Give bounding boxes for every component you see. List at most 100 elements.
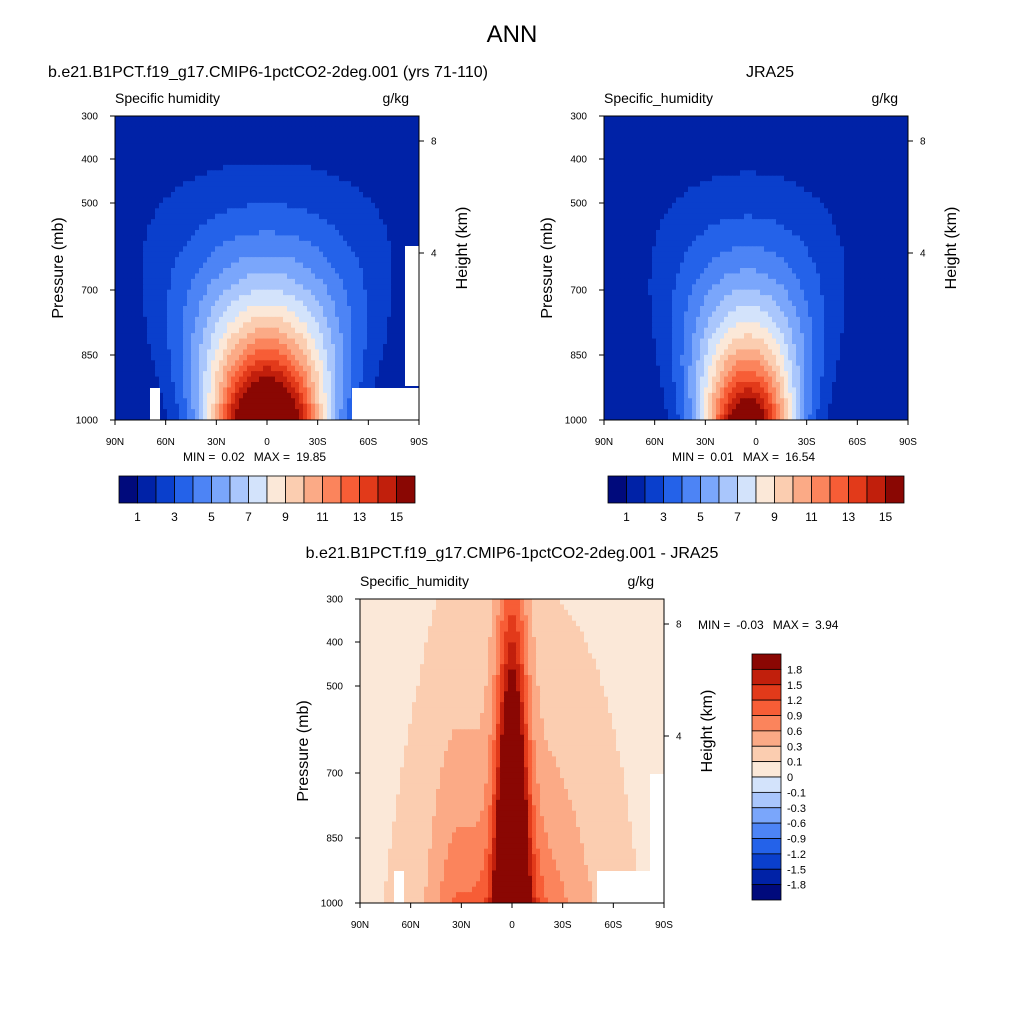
contour-cell bbox=[187, 208, 192, 215]
contour-cell bbox=[139, 344, 144, 351]
contour-cell bbox=[327, 235, 332, 242]
contour-cell bbox=[279, 295, 284, 302]
contour-cell bbox=[279, 338, 284, 345]
contour-cell bbox=[283, 322, 288, 329]
contour-cell bbox=[668, 126, 673, 133]
contour-cell bbox=[155, 148, 160, 155]
contour-cell bbox=[227, 164, 232, 171]
contour-cell bbox=[411, 132, 416, 139]
contour-cell bbox=[387, 333, 392, 340]
contour-cell bbox=[219, 262, 224, 269]
contour-cell bbox=[383, 208, 388, 215]
contour-cell bbox=[215, 295, 220, 302]
contour-cell bbox=[267, 137, 272, 144]
contour-cell bbox=[672, 143, 677, 150]
contour-cell bbox=[315, 278, 320, 285]
contour-cell bbox=[147, 240, 152, 247]
contour-cell bbox=[167, 137, 172, 144]
contour-cell bbox=[339, 213, 344, 220]
contour-cell bbox=[263, 322, 268, 329]
contour-cell bbox=[263, 300, 268, 307]
contour-cell bbox=[319, 273, 324, 280]
contour-cell bbox=[255, 257, 260, 264]
contour-cell bbox=[243, 316, 248, 323]
contour-cell bbox=[391, 202, 396, 209]
contour-cell bbox=[351, 246, 356, 253]
contour-cell bbox=[187, 403, 192, 410]
contour-cell bbox=[199, 414, 204, 420]
contour-cell bbox=[307, 251, 312, 258]
colorbar-swatch bbox=[303, 475, 323, 504]
contour-cell bbox=[347, 262, 352, 269]
contour-cell bbox=[612, 143, 617, 150]
contour-cell bbox=[876, 121, 881, 128]
contour-cell bbox=[387, 311, 392, 318]
contour-cell bbox=[323, 371, 328, 378]
contour-cell bbox=[255, 126, 260, 133]
contour-cell bbox=[612, 126, 617, 133]
contour-cell bbox=[147, 322, 152, 329]
contour-cell bbox=[331, 137, 336, 144]
contour-cell bbox=[315, 126, 320, 133]
contour-cell bbox=[672, 121, 677, 128]
contour-cell bbox=[135, 289, 140, 296]
contour-cell bbox=[183, 159, 188, 166]
contour-cell bbox=[604, 116, 609, 123]
contour-cell bbox=[219, 137, 224, 144]
contour-cell bbox=[403, 240, 408, 247]
contour-cell bbox=[207, 398, 212, 405]
contour-cell bbox=[355, 132, 360, 139]
contour-cell bbox=[628, 121, 633, 128]
contour-cell bbox=[119, 230, 124, 237]
contour-cell bbox=[411, 170, 416, 177]
contour-cell bbox=[143, 414, 148, 420]
contour-cell bbox=[387, 251, 392, 258]
contour-cell bbox=[319, 349, 324, 356]
contour-cell bbox=[211, 121, 216, 128]
contour-cell bbox=[728, 137, 733, 144]
contour-cell bbox=[379, 322, 384, 329]
contour-cell bbox=[319, 230, 324, 237]
contour-cell bbox=[287, 181, 292, 188]
contour-cell bbox=[315, 246, 320, 253]
contour-cell bbox=[367, 268, 372, 275]
contour-cell bbox=[295, 164, 300, 171]
contour-cell bbox=[351, 164, 356, 171]
contour-cell bbox=[143, 382, 148, 389]
contour-cell bbox=[207, 137, 212, 144]
contour-cell bbox=[219, 224, 224, 231]
contour-cell bbox=[183, 333, 188, 340]
contour-cell bbox=[191, 327, 196, 334]
contour-cell bbox=[227, 382, 232, 389]
contour-cell bbox=[311, 398, 316, 405]
contour-cell bbox=[179, 360, 184, 367]
contour-cell bbox=[275, 154, 280, 161]
contour-cell bbox=[163, 202, 168, 209]
contour-cell bbox=[191, 403, 196, 410]
contour-cell bbox=[319, 186, 324, 193]
contour-cell bbox=[708, 159, 713, 166]
contour-cell bbox=[171, 306, 176, 313]
contour-cell bbox=[163, 219, 168, 226]
contour-cell bbox=[724, 126, 729, 133]
contour-cell bbox=[147, 246, 152, 253]
contour-cell bbox=[223, 300, 228, 307]
contour-cell bbox=[319, 170, 324, 177]
contour-cell bbox=[331, 306, 336, 313]
contour-cell bbox=[255, 132, 260, 139]
contour-cell bbox=[167, 197, 172, 204]
contour-cell bbox=[283, 382, 288, 389]
contour-cell bbox=[151, 148, 156, 155]
contour-cell bbox=[704, 154, 709, 161]
contour-cell bbox=[219, 327, 224, 334]
contour-cell bbox=[151, 208, 156, 215]
contour-cell bbox=[171, 143, 176, 150]
contour-cell bbox=[343, 240, 348, 247]
contour-cell bbox=[151, 186, 156, 193]
contour-cell bbox=[155, 181, 160, 188]
contour-cell bbox=[231, 392, 236, 399]
contour-cell bbox=[263, 273, 268, 280]
contour-cell bbox=[243, 382, 248, 389]
contour-cell bbox=[211, 143, 216, 150]
contour-cell bbox=[275, 349, 280, 356]
